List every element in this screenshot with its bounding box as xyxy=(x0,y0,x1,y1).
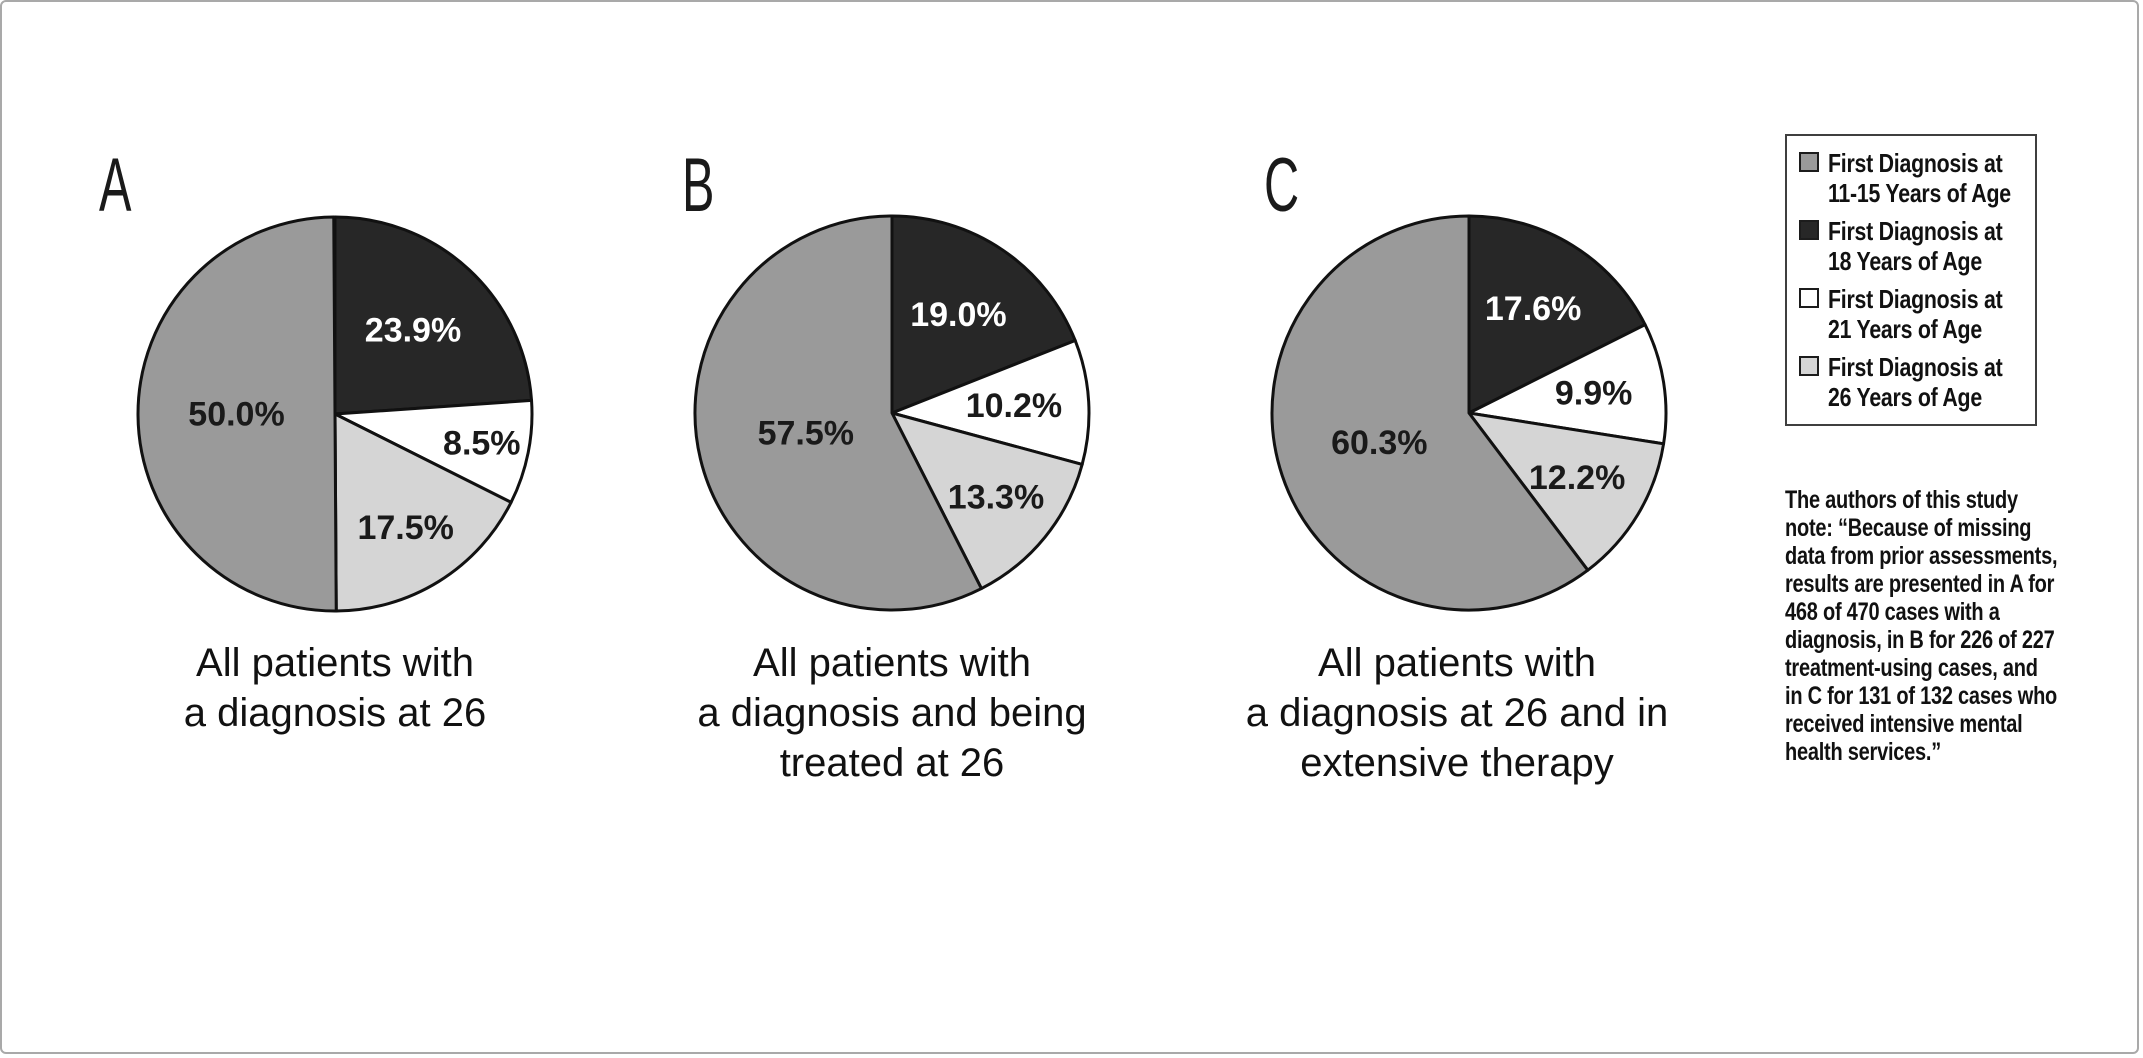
note-line: in C for 131 of 132 cases who xyxy=(1785,682,2058,710)
legend: First Diagnosis at 11-15 Years of Age Fi… xyxy=(1785,134,2037,426)
note-line: diagnosis, in B for 226 of 227 xyxy=(1785,626,2055,654)
pie-slice xyxy=(890,214,1077,415)
pie-chart-b: 19.0% 10.2% 13.3% 57.5% xyxy=(693,214,1091,612)
caption-line: All patients with xyxy=(753,641,1031,685)
pie-caption-a: All patients with a diagnosis at 26 xyxy=(65,638,605,738)
panel-letter-c: C xyxy=(1264,143,1300,228)
caption-line: a diagnosis at 26 and in xyxy=(1245,691,1669,735)
legend-label: 21 Years of Age xyxy=(1828,314,1982,344)
slice-label: 9.9% xyxy=(1555,375,1633,413)
slice-label: 19.0% xyxy=(910,296,1006,334)
pie-slice xyxy=(890,411,1084,591)
note-line: received intensive mental xyxy=(1785,710,2023,738)
caption-line: All patients with xyxy=(1318,641,1596,685)
legend-entry: First Diagnosis at 11-15 Years of Age xyxy=(1799,148,2035,208)
pie-slice xyxy=(890,338,1091,466)
pie-slice xyxy=(333,398,534,504)
pie-slice xyxy=(1270,214,1590,612)
note-line: treatment-using cases, and xyxy=(1785,654,2038,682)
pie-slice xyxy=(333,215,534,416)
legend-label: 18 Years of Age xyxy=(1828,246,1982,276)
note-line: results are presented in A for xyxy=(1785,570,2055,598)
legend-entry: First Diagnosis at 21 Years of Age xyxy=(1799,284,2035,344)
panel-letter-a: A xyxy=(99,143,132,228)
legend-label: First Diagnosis at xyxy=(1828,216,2003,246)
legend-entry: First Diagnosis at 18 Years of Age xyxy=(1799,216,2035,276)
legend-label: 26 Years of Age xyxy=(1828,382,1982,412)
slice-label: 57.5% xyxy=(758,415,854,453)
slice-label: 17.5% xyxy=(357,509,453,547)
note-line: health services.” xyxy=(1785,738,1942,766)
legend-swatch-light-gray xyxy=(1799,356,1819,376)
legend-label: First Diagnosis at xyxy=(1828,352,2003,382)
pie-slice xyxy=(1467,214,1647,415)
legend-swatch-gray xyxy=(1799,152,1819,172)
pie-chart-a: 23.9% 8.5% 17.5% 50.0% xyxy=(136,215,534,613)
pie-slice xyxy=(1467,411,1666,572)
note-line: 468 of 470 cases with a xyxy=(1785,598,2000,626)
legend-label: First Diagnosis at xyxy=(1828,284,2003,314)
caption-line: a diagnosis and being xyxy=(697,691,1087,735)
legend-label: 11-15 Years of Age xyxy=(1828,178,2011,208)
caption-line: treated at 26 xyxy=(779,741,1005,785)
pie-caption-b: All patients with a diagnosis and being … xyxy=(622,638,1162,788)
pie-slice xyxy=(1467,323,1668,446)
slice-label: 50.0% xyxy=(188,396,284,434)
note-line: note: “Because of missing xyxy=(1785,514,2032,542)
legend-swatch-black xyxy=(1799,220,1819,240)
note-text: The authors of this study note: “Because … xyxy=(1785,486,2058,766)
slice-label: 13.3% xyxy=(948,478,1044,516)
slice-label: 17.6% xyxy=(1485,290,1581,328)
slice-label: 8.5% xyxy=(443,424,521,462)
caption-line: extensive therapy xyxy=(1300,741,1614,785)
pie-slice xyxy=(333,412,513,613)
slice-label: 12.2% xyxy=(1529,459,1625,497)
slice-label: 60.3% xyxy=(1331,424,1427,462)
pie-slice xyxy=(136,215,338,613)
legend-label: First Diagnosis at xyxy=(1828,148,2003,178)
caption-line: a diagnosis at 26 xyxy=(183,691,487,735)
legend-entry: First Diagnosis at 26 Years of Age xyxy=(1799,352,2035,412)
caption-line: All patients with xyxy=(196,641,474,685)
pie-chart-c: 17.6% 9.9% 12.2% 60.3% xyxy=(1270,214,1668,612)
pie-caption-c: All patients with a diagnosis at 26 and … xyxy=(1187,638,1727,788)
slice-label: 23.9% xyxy=(365,312,461,350)
pie-slice xyxy=(693,214,983,612)
panel-letter-b: B xyxy=(682,143,715,228)
slice-label: 10.2% xyxy=(966,387,1062,425)
note-line: data from prior assessments, xyxy=(1785,542,2058,570)
note-line: The authors of this study xyxy=(1785,486,2018,514)
legend-swatch-white xyxy=(1799,288,1819,308)
